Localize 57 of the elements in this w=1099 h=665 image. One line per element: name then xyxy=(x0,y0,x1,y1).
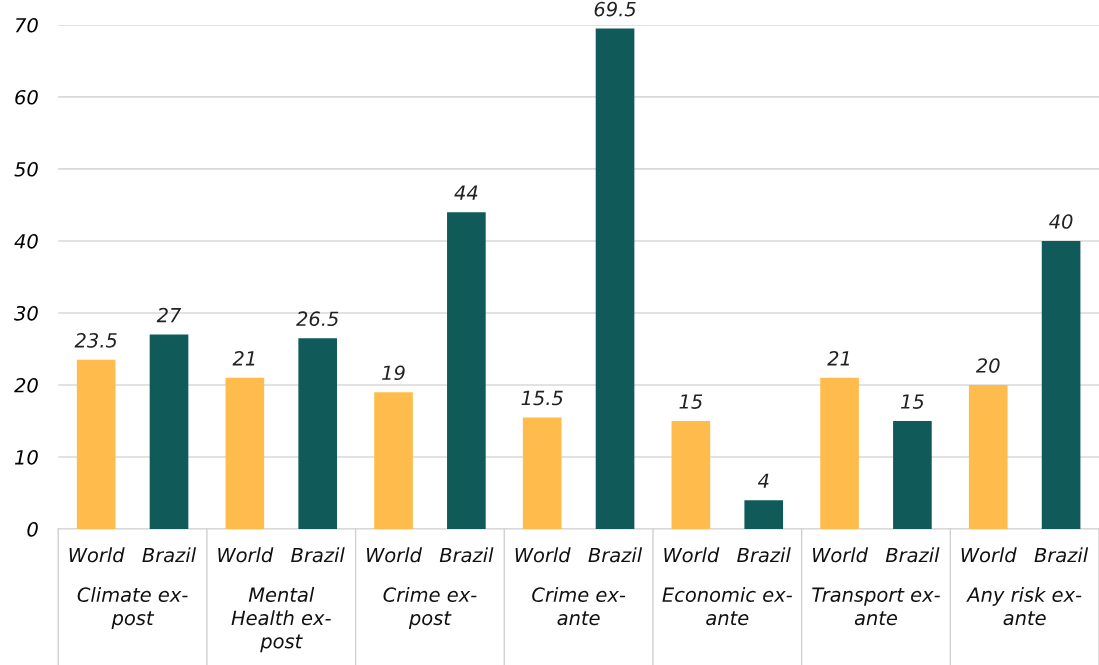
bar xyxy=(374,392,413,530)
y-tick-label: 0 xyxy=(27,521,38,537)
bar xyxy=(522,417,562,530)
x-tick-label: Any risk ex- ante xyxy=(966,586,1082,626)
data-label: 20 xyxy=(975,358,1000,373)
data-label: 27 xyxy=(156,307,182,323)
data-label: 23.5 xyxy=(74,332,117,348)
x-tick-label: Crime ex- ante xyxy=(532,586,626,626)
text: World xyxy=(961,547,1017,563)
y-tick-label: 20 xyxy=(14,377,38,393)
bar xyxy=(744,500,784,530)
x-tick-label: Transport ex- ante xyxy=(812,587,940,626)
data-label: 21 xyxy=(232,350,255,366)
text: Brazil xyxy=(439,547,494,563)
x-tick-label: Economic ex- ante xyxy=(662,586,792,626)
text: World xyxy=(813,547,869,563)
series-label: Brazil xyxy=(142,547,197,563)
y-tick-label: 60 xyxy=(15,89,38,105)
text: World xyxy=(515,547,571,563)
x-tick-label: Crime ex- post xyxy=(383,586,477,630)
bar xyxy=(893,420,932,530)
text: Brazil xyxy=(1034,547,1089,563)
data-label: 15 xyxy=(679,394,703,409)
data-label: 4 xyxy=(757,473,769,488)
y-tick-label: 50 xyxy=(14,161,38,177)
y-tick-label: 70 xyxy=(15,17,38,33)
bar xyxy=(820,377,859,530)
data-label: 44 xyxy=(454,185,478,200)
bar xyxy=(76,359,116,530)
y-tick-label: 30 xyxy=(14,305,38,321)
x-tick-label: Climate ex- post xyxy=(77,586,188,630)
bar xyxy=(225,377,265,530)
y-tick-label: 40 xyxy=(14,233,38,249)
bar xyxy=(447,212,486,530)
bar xyxy=(595,28,635,530)
text: World xyxy=(366,547,423,563)
text: World xyxy=(218,547,274,563)
x-tick-label: Mental Health ex- post xyxy=(231,586,331,653)
data-label: 15 xyxy=(900,394,924,409)
data-label: 19 xyxy=(382,365,405,381)
data-label: 40 xyxy=(1049,214,1073,229)
text: Brazil xyxy=(291,547,345,563)
y-tick-label: 10 xyxy=(15,449,38,465)
text: Brazil xyxy=(737,547,791,563)
bar xyxy=(1041,240,1081,530)
text: Brazil xyxy=(885,547,940,563)
data-label: 21 xyxy=(827,350,849,366)
data-label: 26.5 xyxy=(296,311,339,327)
data-label: 15.5 xyxy=(521,390,563,406)
text: Brazil xyxy=(588,547,643,563)
bar xyxy=(298,338,338,530)
bar xyxy=(968,384,1008,530)
bar xyxy=(149,334,189,530)
data-label: 69.5 xyxy=(594,1,636,17)
series-label: World xyxy=(664,547,720,563)
bar xyxy=(671,420,711,530)
text: World xyxy=(69,547,125,563)
